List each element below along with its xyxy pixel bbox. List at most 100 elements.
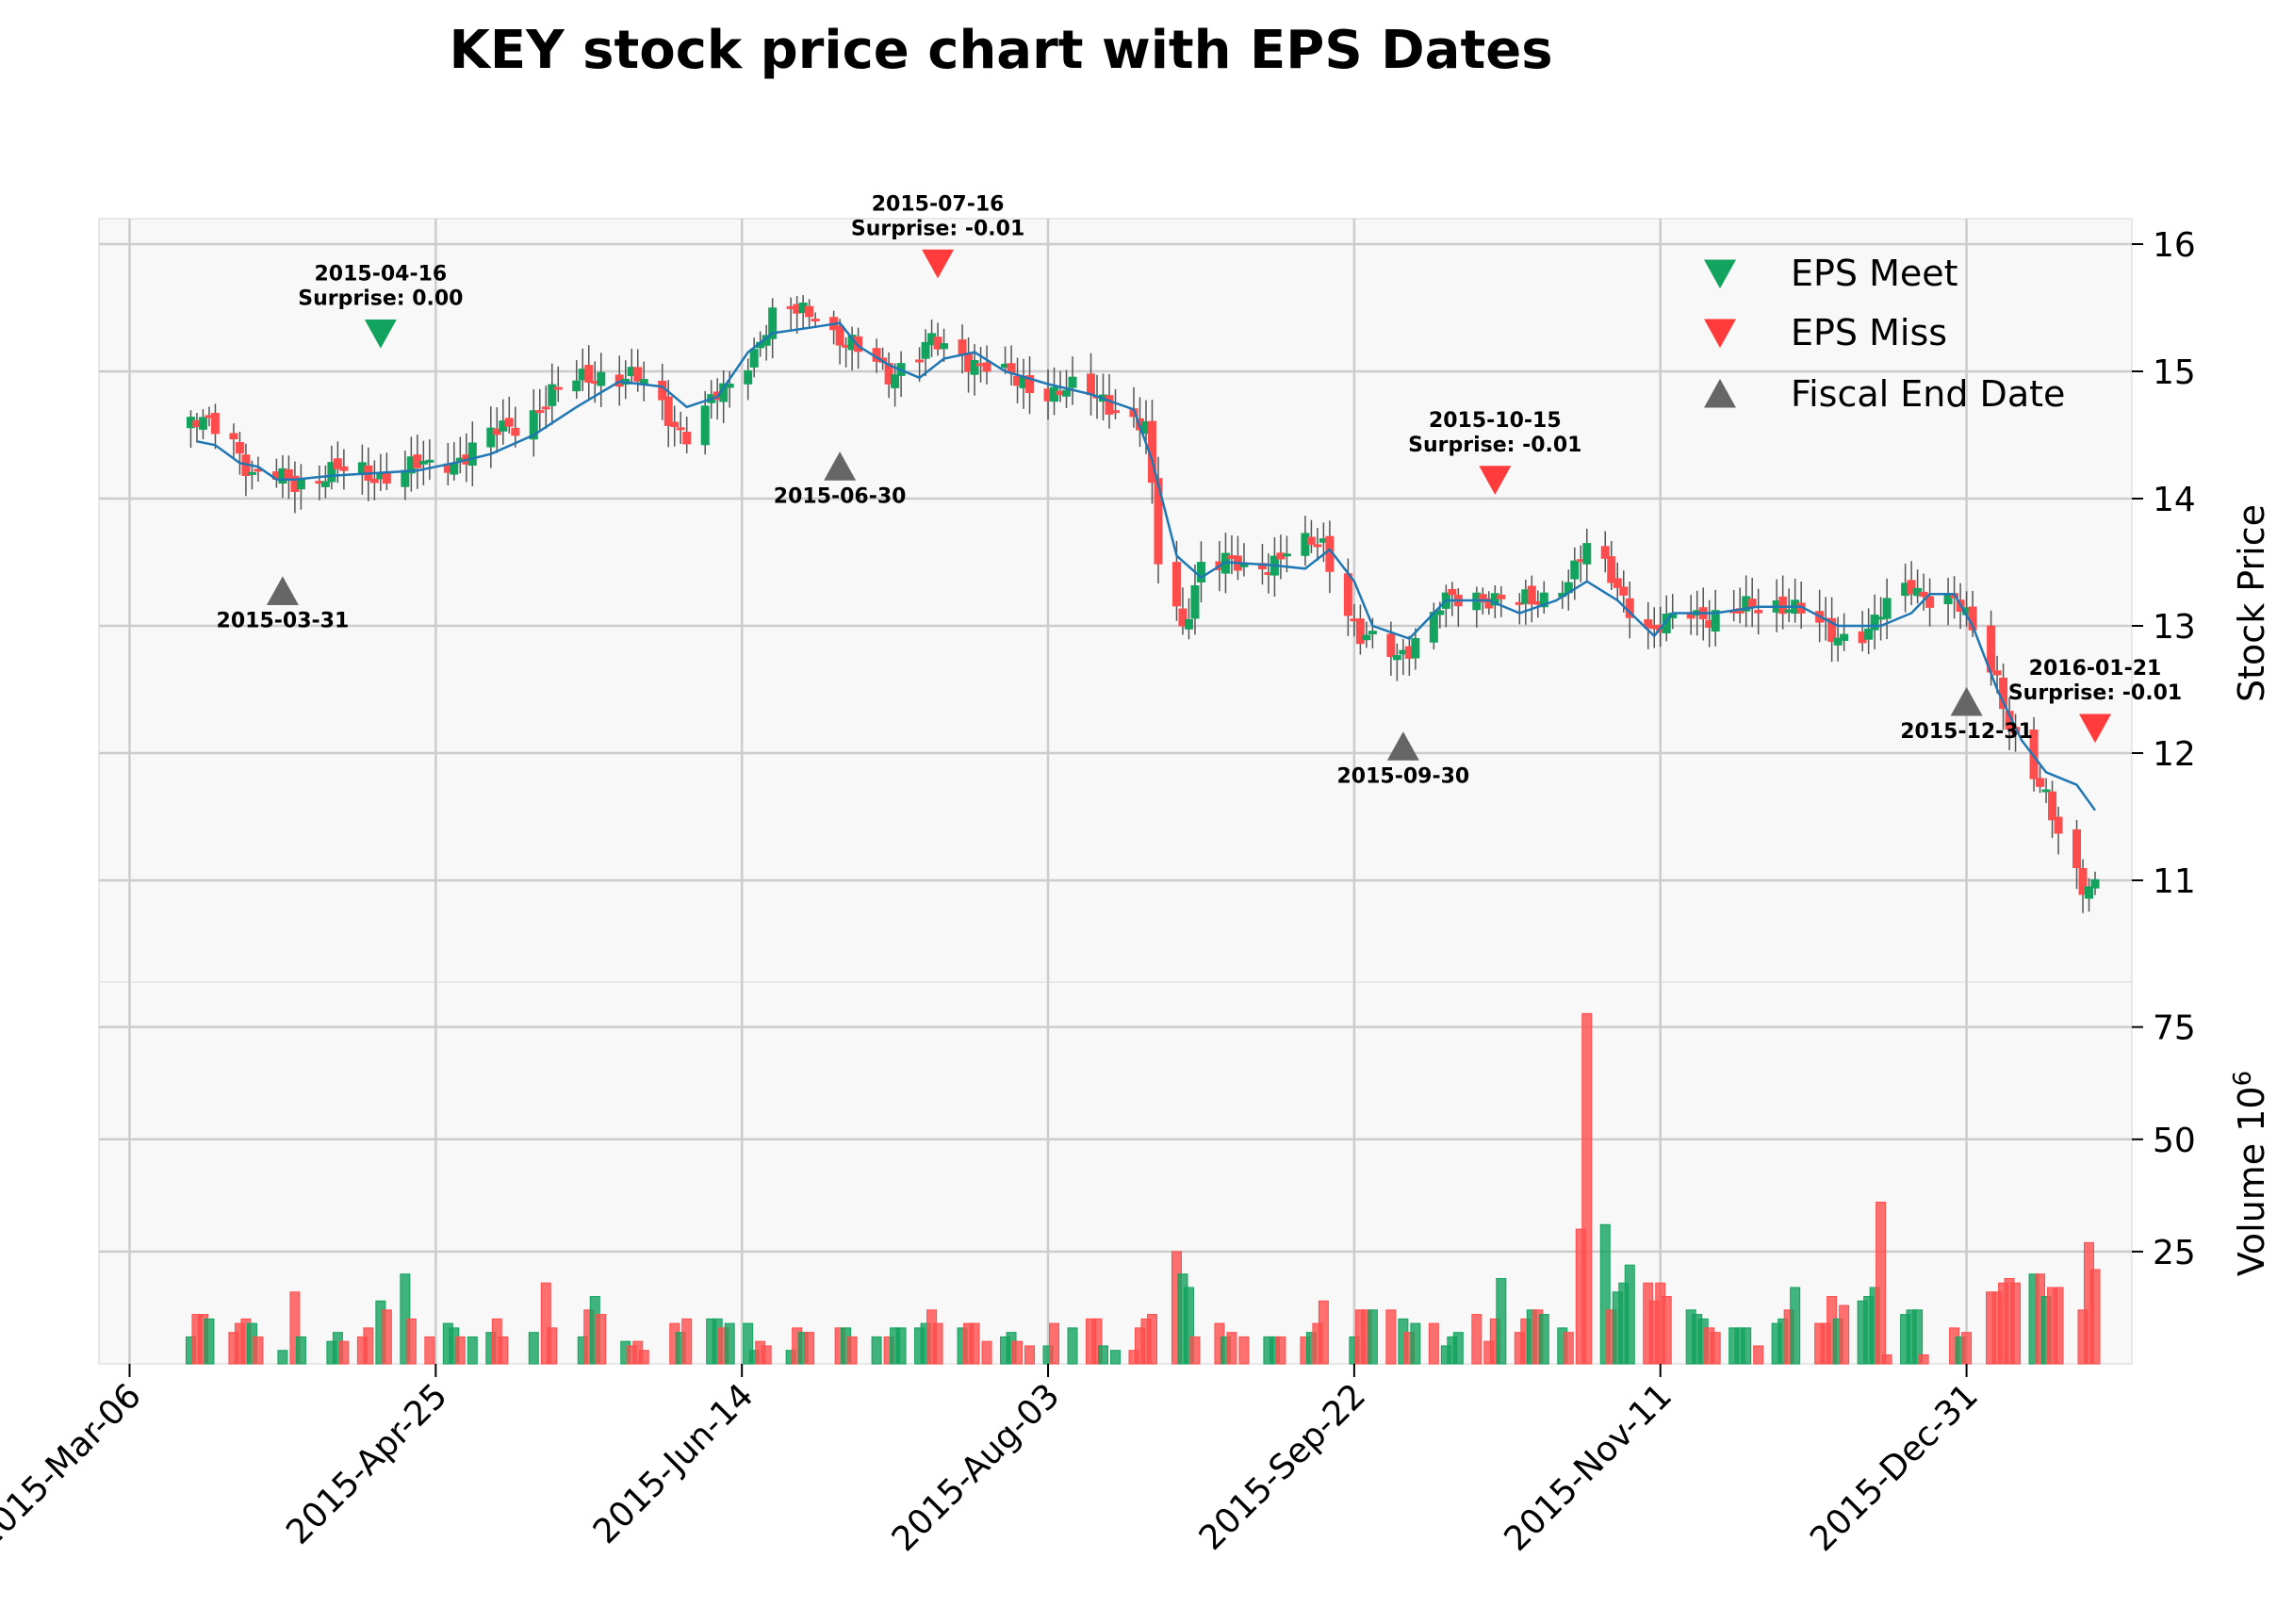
chart-title: KEY stock price chart with EPS Dates — [449, 20, 1552, 81]
candle-body — [2029, 729, 2039, 779]
eps-miss-marker — [2079, 714, 2112, 744]
candle-body — [1907, 580, 1916, 595]
volume-bar — [932, 1322, 943, 1365]
candle-body — [2041, 789, 2051, 793]
fiscal-end-marker — [824, 451, 857, 481]
candle-body — [339, 466, 349, 471]
volume-bar — [1496, 1277, 1507, 1365]
x-tick-label: 2015-Aug-03 — [885, 1376, 1068, 1559]
volume-bar — [2053, 1287, 2064, 1365]
x-tick-label: 2015-Apr-25 — [279, 1376, 454, 1551]
price-tick-label: 14 — [2153, 481, 2196, 519]
volume-bar — [1238, 1336, 1250, 1365]
volume-bar — [1881, 1353, 1892, 1365]
fiscal-end-marker — [1386, 731, 1419, 761]
candle-body — [529, 410, 538, 440]
candle-body — [1644, 619, 1653, 629]
candle-body — [486, 427, 496, 448]
x-tick-label: 2015-Sep-22 — [1192, 1376, 1374, 1558]
candle-body — [327, 462, 336, 483]
volume-bar — [1471, 1314, 1483, 1365]
price-tick-label: 15 — [2153, 353, 2196, 392]
candle-body — [768, 307, 778, 339]
volume-bar — [1912, 1309, 1924, 1365]
eps-miss-marker — [922, 249, 955, 279]
candle-body — [1778, 596, 1788, 615]
eps-surprise-label: Surprise: -0.01 — [851, 217, 1024, 240]
volume-bar — [1189, 1336, 1201, 1365]
fiscal-end-label: 2015-06-30 — [774, 484, 907, 508]
candle-body — [333, 458, 342, 469]
candle-body — [1111, 410, 1120, 414]
legend-label: Fiscal End Date — [1791, 373, 2065, 415]
price-tick-label: 11 — [2153, 862, 2196, 901]
volume-bar — [1876, 1201, 1887, 1365]
candle-body — [1943, 595, 1953, 605]
legend-miss-marker — [1704, 319, 1736, 349]
fiscal-end-marker — [1950, 686, 1983, 716]
candle-body — [1171, 562, 1181, 607]
candle-body — [1190, 584, 1200, 619]
candle-body — [1313, 544, 1322, 548]
volume-bar — [1183, 1287, 1194, 1365]
volume-bar — [1410, 1322, 1421, 1365]
volume-bar — [1012, 1340, 1024, 1365]
candle-body — [1196, 562, 1205, 582]
volume-tick-label: 75 — [2153, 1009, 2196, 1048]
candle-body — [1068, 376, 1077, 388]
volume-bar — [363, 1327, 374, 1365]
volume-bar — [338, 1340, 350, 1365]
eps-meet-marker — [364, 320, 397, 349]
x-tick-label: 2015-Nov-11 — [1498, 1376, 1680, 1559]
candle-body — [744, 369, 753, 385]
candle-body — [2048, 791, 2057, 821]
candle-body — [1600, 546, 1610, 559]
volume-bar — [1146, 1314, 1157, 1365]
candle-body — [1386, 633, 1396, 658]
candle-body — [1870, 615, 1879, 631]
volume-bar — [1367, 1309, 1378, 1365]
volume-bar — [405, 1318, 417, 1365]
candle-body — [982, 362, 991, 372]
candle-body — [210, 413, 220, 435]
candle-body — [2054, 816, 2063, 834]
candle-body — [1478, 594, 1487, 603]
volume-bar — [1318, 1300, 1329, 1365]
volume-bar — [681, 1318, 693, 1365]
candle-body — [700, 405, 710, 446]
volume-axis-label: Volume 106 — [2229, 1071, 2272, 1276]
candle-body — [1827, 617, 1837, 642]
candle-body — [1527, 585, 1536, 605]
candle-body — [1362, 634, 1371, 641]
price-axis-label: Stock Price — [2231, 504, 2272, 702]
candle-body — [2072, 828, 2082, 869]
fiscal-end-label: 2015-12-31 — [1900, 720, 2033, 744]
volume-bar — [743, 1322, 754, 1365]
volume-bar — [596, 1314, 607, 1365]
candle-body — [553, 386, 563, 390]
candle-body — [633, 367, 643, 382]
candle-body — [835, 325, 844, 346]
x-tick-label: 2015-Jun-14 — [586, 1376, 762, 1551]
candle-body — [382, 471, 391, 484]
candle-body — [1992, 670, 2002, 676]
candle-body — [1497, 594, 1506, 599]
candle-body — [1619, 586, 1629, 596]
volume-bar — [1538, 1314, 1549, 1365]
moving-average-line — [196, 321, 2097, 812]
legend-fiscal-marker — [1704, 378, 1736, 408]
volume-bar — [1581, 1012, 1593, 1365]
volume-bar — [540, 1282, 551, 1365]
volume-bar — [895, 1327, 907, 1365]
candle-body — [1392, 655, 1401, 661]
candle-body — [247, 471, 256, 475]
eps-date-label: 2016-01-21 — [2029, 657, 2162, 681]
candle-body — [467, 442, 477, 467]
candle-body — [1343, 573, 1352, 616]
candle-body — [1539, 592, 1548, 608]
volume-bar — [969, 1322, 980, 1365]
candle-body — [1607, 556, 1616, 583]
candle-body — [2036, 778, 2045, 787]
